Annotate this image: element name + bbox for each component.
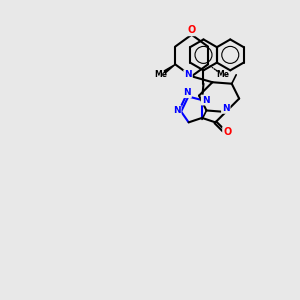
Text: N: N bbox=[173, 106, 181, 115]
Text: N: N bbox=[202, 96, 209, 105]
Text: N: N bbox=[184, 70, 192, 79]
Text: N: N bbox=[183, 88, 191, 97]
Text: Me: Me bbox=[154, 70, 167, 79]
Text: O: O bbox=[223, 127, 231, 137]
Text: N: N bbox=[222, 104, 230, 113]
Text: Me: Me bbox=[216, 70, 229, 79]
Polygon shape bbox=[164, 64, 175, 73]
Text: O: O bbox=[188, 25, 196, 35]
